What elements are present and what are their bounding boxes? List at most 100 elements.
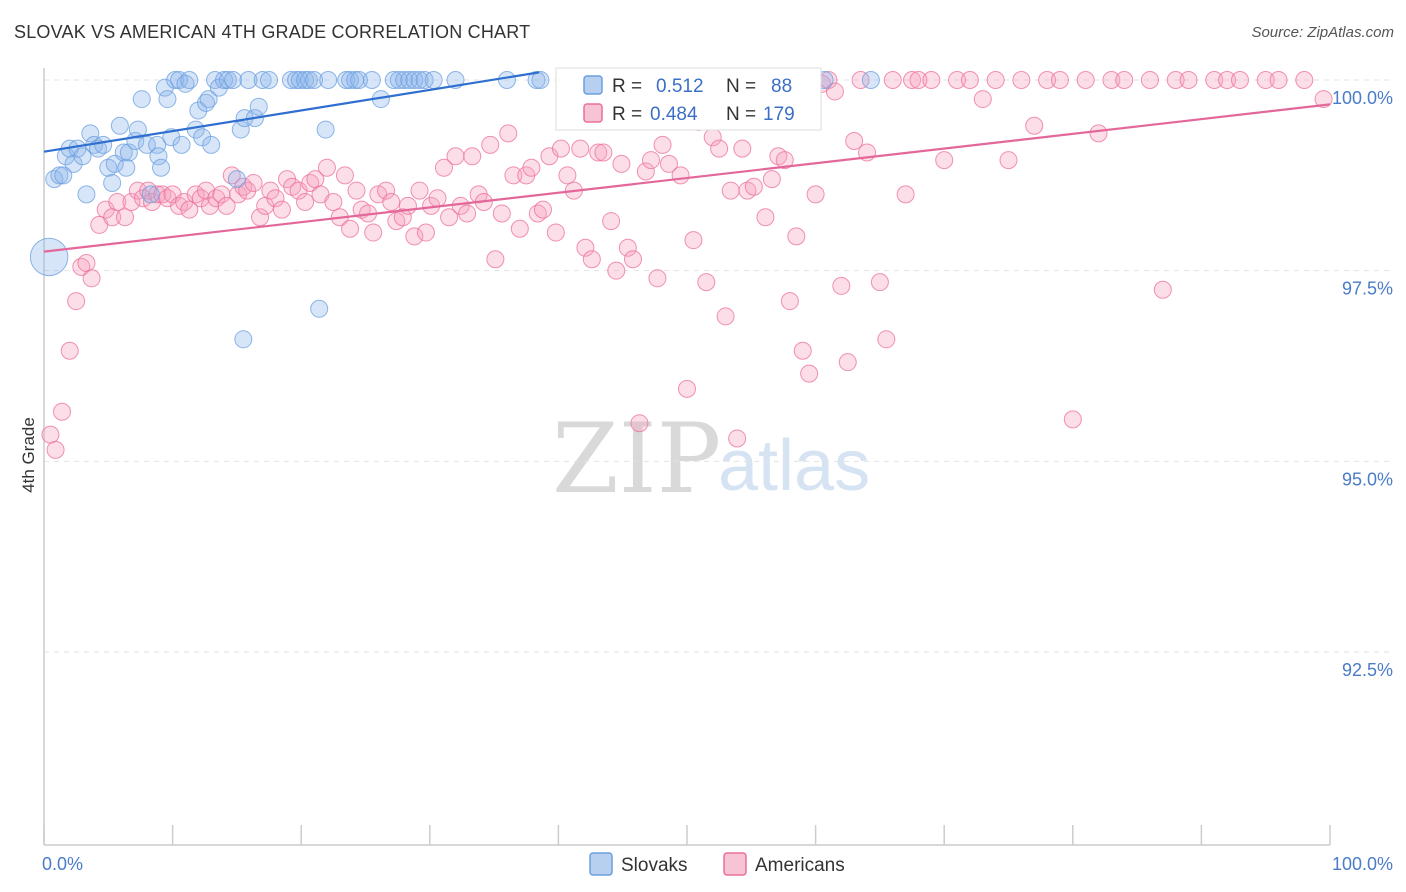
point-americans [1102, 71, 1121, 89]
point-americans [335, 166, 354, 185]
point-slovaks [199, 90, 218, 109]
legend-r-label-americans: R = [612, 104, 642, 125]
point-slovaks [400, 71, 419, 89]
point-slovaks [152, 158, 171, 177]
point-americans [197, 181, 216, 200]
point-slovaks [117, 158, 136, 177]
y-tick-labels: 92.5% 95.0% 97.5% 100.0% [1332, 88, 1393, 680]
point-americans [582, 250, 601, 269]
point-americans [896, 185, 915, 204]
point-slovaks [64, 154, 83, 173]
point-slovaks [337, 71, 356, 89]
point-slovaks [350, 71, 369, 89]
point-americans [1179, 71, 1198, 89]
point-slovaks [290, 71, 309, 89]
point-slovaks [215, 71, 234, 89]
point-americans [710, 139, 729, 158]
point-americans [296, 193, 315, 212]
point-americans [630, 414, 649, 433]
point-americans [909, 71, 928, 89]
point-americans [922, 71, 941, 89]
point-slovaks [94, 135, 113, 154]
point-americans [607, 261, 626, 280]
point-americans [986, 71, 1005, 89]
watermark-atlas: atlas [718, 426, 870, 506]
point-slovaks [384, 71, 403, 89]
point-slovaks [234, 330, 253, 349]
point-americans [244, 173, 263, 192]
point-slovaks [202, 135, 221, 154]
point-slovaks [239, 71, 258, 89]
watermark: ZIP atlas [552, 403, 870, 515]
point-americans [653, 135, 672, 154]
point-americans [1230, 71, 1249, 89]
point-americans [1256, 71, 1275, 89]
point-americans [428, 189, 447, 208]
point-slovaks [50, 166, 69, 185]
point-americans [870, 273, 889, 292]
point-americans [238, 181, 257, 200]
y-tick-label: 95.0% [1342, 469, 1393, 489]
point-americans [832, 276, 851, 295]
point-slovaks [362, 71, 381, 89]
series-legend-label-slovaks: Slovaks [621, 855, 688, 876]
point-slovaks [249, 97, 268, 116]
point-americans [410, 181, 429, 200]
point-americans [446, 147, 465, 166]
point-americans [935, 151, 954, 170]
point-americans [551, 139, 570, 158]
point-slovaks [73, 147, 92, 166]
point-americans [648, 269, 667, 288]
legend-n-label-americans: N = [726, 104, 756, 125]
point-slovaks [81, 124, 100, 143]
point-americans [463, 147, 482, 166]
point-americans [67, 292, 86, 311]
source-credit: Source: ZipAtlas.com [1251, 24, 1394, 41]
point-slovaks [316, 120, 335, 139]
point-slovaks [172, 135, 191, 154]
point-americans [1115, 71, 1134, 89]
point-slovaks [149, 147, 168, 166]
point-americans [1076, 71, 1095, 89]
point-americans [1314, 90, 1333, 109]
point-americans [1012, 71, 1031, 89]
point-americans [659, 154, 678, 173]
point-americans [1050, 71, 1069, 89]
point-americans [636, 162, 655, 181]
point-americans [744, 177, 763, 196]
point-americans [116, 208, 135, 227]
point-americans [272, 200, 291, 219]
point-slovaks [395, 71, 414, 89]
point-slovaks [531, 71, 550, 89]
point-americans [756, 208, 775, 227]
point-americans [347, 181, 366, 200]
point-americans [775, 151, 794, 170]
point-americans [787, 227, 806, 246]
point-americans [806, 185, 825, 204]
point-americans [82, 269, 101, 288]
point-americans [602, 212, 621, 231]
point-americans [594, 143, 613, 162]
point-americans [382, 193, 401, 212]
point-slovaks [132, 90, 151, 109]
point-americans [1140, 71, 1159, 89]
point-slovaks [180, 71, 199, 89]
point-slovaks [405, 71, 424, 89]
point-americans [733, 139, 752, 158]
series-legend-swatch-slovaks [589, 852, 613, 876]
point-americans [416, 223, 435, 242]
point-americans [948, 71, 967, 89]
point-americans [481, 135, 500, 154]
point-americans [217, 196, 236, 215]
legend-n-value-americans: 179 [763, 104, 795, 125]
point-americans [641, 151, 660, 170]
point-americans [1295, 71, 1314, 89]
point-americans [1218, 71, 1237, 89]
point-americans [1153, 280, 1172, 299]
point-americans [398, 196, 417, 215]
point-americans [728, 429, 747, 448]
point-americans [960, 71, 979, 89]
point-americans [1166, 71, 1185, 89]
point-americans [46, 440, 65, 459]
point-americans [393, 208, 412, 227]
